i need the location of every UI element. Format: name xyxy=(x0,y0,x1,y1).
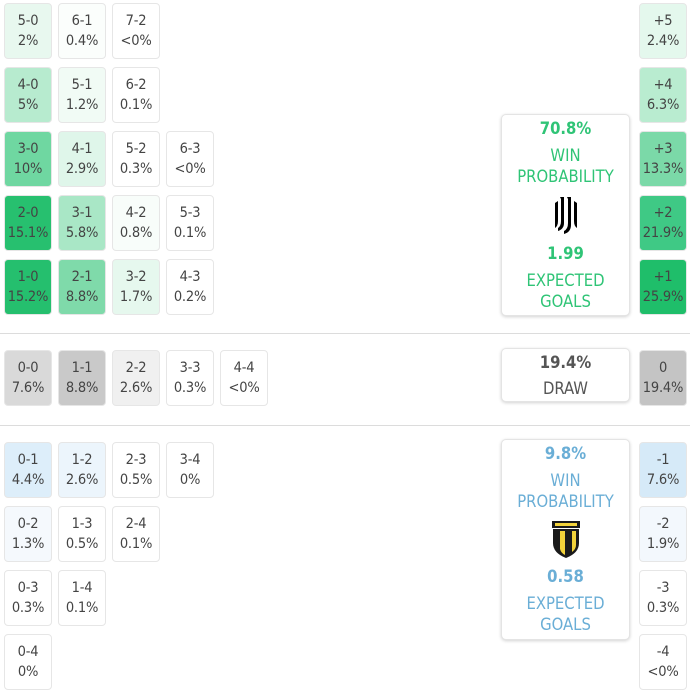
score-cell: 4-0 5% xyxy=(4,67,52,123)
score-cell: 1-0 15.2% xyxy=(4,259,52,315)
score-cell: 5-3 0.1% xyxy=(166,195,214,251)
margin-cell: +5 2.4% xyxy=(639,3,687,59)
draw-margin-cell: 0 19.4% xyxy=(639,350,687,406)
margin-cell: +3 13.3% xyxy=(639,131,687,187)
home-win-probability-value: 70.8% xyxy=(539,119,592,138)
score-cell: 4-3 0.2% xyxy=(166,259,214,315)
home-expected-goals-value: 1.99 xyxy=(547,244,584,263)
score-cell: 3-1 5.8% xyxy=(58,195,106,251)
draw-label: DRAW xyxy=(542,379,588,398)
section-divider xyxy=(0,333,690,334)
away-summary-card: 9.8% WIN PROBABILITY 0.58 EXPECTED GOALS xyxy=(501,439,630,640)
score-cell: 0-1 4.4% xyxy=(4,442,52,498)
score-cell: 5-2 0.3% xyxy=(112,131,160,187)
draw-summary-card: 19.4% DRAW xyxy=(501,348,630,402)
score-cell: 5-0 2% xyxy=(4,3,52,59)
score-cell: 2-4 0.1% xyxy=(112,506,160,562)
home-summary-card: 70.8% WIN PROBABILITY 1.99 EXPECTED GOAL… xyxy=(501,114,630,316)
score-cell: 4-1 2.9% xyxy=(58,131,106,187)
score-cell: 4-2 0.8% xyxy=(112,195,160,251)
score-cell: 2-2 2.6% xyxy=(112,350,160,406)
margin-cell: +1 25.9% xyxy=(639,259,687,315)
score-cell: 6-3 <0% xyxy=(166,131,214,187)
score-cell: 3-3 0.3% xyxy=(166,350,214,406)
away-win-probability-label: WIN PROBABILITY xyxy=(517,471,614,511)
score-cell: 0-4 0% xyxy=(4,634,52,690)
margin-cell: +4 6.3% xyxy=(639,67,687,123)
home-win-probability-label: WIN PROBABILITY xyxy=(517,146,614,186)
home-expected-goals-label: EXPECTED GOALS xyxy=(526,271,605,311)
section-divider xyxy=(0,425,690,426)
score-cell: 1-4 0.1% xyxy=(58,570,106,626)
score-cell: 1-2 2.6% xyxy=(58,442,106,498)
score-cell: 1-3 0.5% xyxy=(58,506,106,562)
score-cell: 6-2 0.1% xyxy=(112,67,160,123)
margin-cell: -1 7.6% xyxy=(639,442,687,498)
margin-cell: -2 1.9% xyxy=(639,506,687,562)
score-cell: 0-3 0.3% xyxy=(4,570,52,626)
score-cell: 4-4 <0% xyxy=(220,350,268,406)
score-cell: 0-2 1.3% xyxy=(4,506,52,562)
margin-cell: +2 21.9% xyxy=(639,195,687,251)
score-cell: 2-3 0.5% xyxy=(112,442,160,498)
margin-cell: -4 <0% xyxy=(639,634,687,690)
score-cell: 1-1 8.8% xyxy=(58,350,106,406)
away-expected-goals-value: 0.58 xyxy=(547,567,584,586)
away-expected-goals-label: EXPECTED GOALS xyxy=(526,594,605,634)
parma-crest-icon xyxy=(551,521,580,558)
score-cell: 2-0 15.1% xyxy=(4,195,52,251)
score-cell: 3-4 0% xyxy=(166,442,214,498)
score-cell: 6-1 0.4% xyxy=(58,3,106,59)
score-cell: 3-0 10% xyxy=(4,131,52,187)
margin-cell: -3 0.3% xyxy=(639,570,687,626)
score-cell: 7-2 <0% xyxy=(112,3,160,59)
draw-probability-value: 19.4% xyxy=(539,353,592,372)
away-win-probability-value: 9.8% xyxy=(544,444,587,463)
score-cell: 3-2 1.7% xyxy=(112,259,160,315)
juventus-crest-icon xyxy=(554,197,577,234)
score-cell: 0-0 7.6% xyxy=(4,350,52,406)
score-cell: 2-1 8.8% xyxy=(58,259,106,315)
score-cell: 5-1 1.2% xyxy=(58,67,106,123)
